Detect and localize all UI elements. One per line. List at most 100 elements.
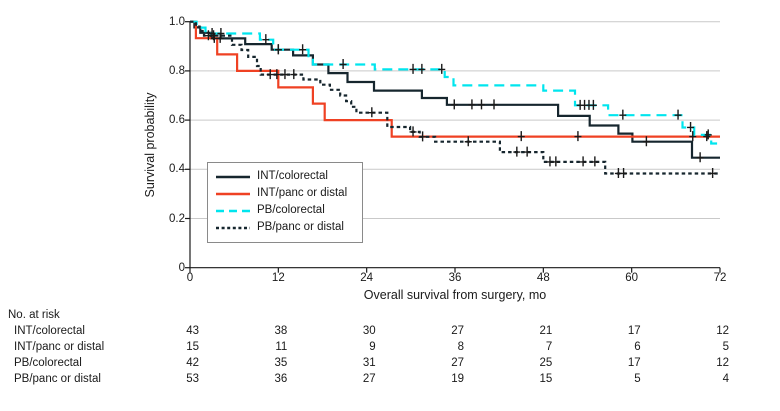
censor-mark (574, 131, 582, 142)
censor-mark (299, 44, 307, 55)
legend-label: INT/colorectal (257, 170, 328, 183)
censor-mark (478, 99, 485, 110)
risk-count: 27 (451, 357, 464, 369)
censor-mark (709, 167, 717, 178)
risk-row-label: PB/colorectal (14, 357, 82, 369)
risk-count: 4 (722, 373, 729, 385)
legend-item: PB/colorectal (216, 205, 358, 217)
censor-mark (591, 156, 599, 167)
censor-mark (490, 99, 498, 110)
risk-count: 5 (722, 341, 729, 353)
censor-mark (704, 129, 712, 140)
legend-label: PB/colorectal (257, 204, 325, 217)
risk-row-label: PB/panc or distal (14, 373, 101, 385)
censor-mark (419, 131, 427, 142)
risk-count: 6 (634, 341, 641, 353)
censor-mark (262, 34, 270, 45)
risk-count: 36 (274, 373, 288, 385)
y-tick-label: 0.8 (169, 64, 185, 77)
risk-row-label: INT/colorectal (14, 325, 85, 337)
x-tick-label: 0 (186, 272, 194, 284)
censor-mark (517, 131, 525, 142)
risk-count: 35 (274, 357, 288, 369)
risk-count: 8 (457, 341, 464, 353)
censor-mark (273, 69, 281, 80)
legend-line-sample (216, 192, 250, 196)
censor-mark (642, 136, 650, 147)
censor-mark (418, 63, 426, 74)
censor-mark (619, 109, 627, 120)
legend-item: INT/colorectal (216, 171, 358, 183)
risk-count: 31 (362, 357, 376, 369)
censor-mark (464, 136, 472, 147)
censor-mark (468, 99, 476, 110)
risk-count: 17 (627, 357, 641, 369)
risk-count: 15 (186, 341, 199, 353)
censor-mark (210, 32, 218, 43)
risk-count: 27 (451, 325, 464, 337)
censor-mark (552, 156, 560, 167)
risk-count: 12 (716, 325, 729, 337)
legend-line-sample (216, 175, 250, 179)
censor-mark (266, 69, 274, 80)
legend: INT/colorectal INT/panc or distal PB/color… (207, 162, 363, 243)
legend-label: PB/panc or distal (257, 221, 344, 234)
censor-mark (274, 44, 282, 55)
censor-mark (674, 109, 682, 120)
survival-curve (190, 20, 720, 175)
y-axis-title: Survival probability (143, 92, 157, 198)
risk-count: 30 (362, 325, 376, 337)
risk-count: 38 (274, 325, 288, 337)
y-tick-label: 1.0 (169, 15, 185, 28)
risk-count: 42 (186, 357, 199, 369)
censor-mark (687, 121, 695, 132)
censor-mark (703, 131, 711, 142)
censor-mark (450, 99, 458, 110)
risk-count: 43 (186, 325, 199, 337)
y-tick-label: 0 (178, 261, 185, 274)
censor-mark (216, 32, 224, 43)
censor-mark (546, 156, 554, 167)
censor-mark (579, 156, 587, 167)
risk-count: 12 (716, 357, 729, 369)
censor-mark (438, 63, 446, 74)
legend-item: INT/panc or distal (216, 188, 358, 200)
x-tick-label: 60 (625, 272, 639, 284)
censor-mark (210, 30, 218, 41)
censor-mark (217, 28, 225, 39)
risk-count: 15 (539, 373, 553, 385)
censor-mark (589, 99, 597, 110)
risk-count: 9 (369, 341, 376, 353)
censor-mark (368, 107, 376, 118)
x-axis-title: Overall survival from surgery, mo (363, 288, 547, 302)
risk-count: 19 (451, 373, 464, 385)
x-tick-label: 24 (360, 272, 374, 284)
risk-table-header: No. at risk (8, 309, 60, 321)
risk-row-label: INT/panc or distal (14, 341, 105, 353)
risk-count: 7 (545, 341, 553, 353)
risk-count: 5 (634, 373, 641, 385)
legend-label: INT/panc or distal (257, 187, 348, 200)
y-tick-label: 0.4 (169, 163, 185, 176)
censor-mark (290, 69, 298, 80)
risk-count: 21 (539, 325, 553, 337)
x-tick-label: 48 (536, 272, 550, 284)
legend-line-sample (216, 226, 250, 230)
censor-mark (620, 167, 628, 178)
risk-count: 17 (627, 325, 641, 337)
x-tick-label: 36 (448, 272, 462, 284)
risk-count: 53 (186, 373, 199, 385)
censor-mark (409, 126, 417, 137)
risk-count: 25 (539, 357, 553, 369)
censor-mark (523, 146, 531, 157)
survival-curve (190, 20, 718, 145)
y-tick-label: 0.6 (169, 114, 185, 127)
censor-mark (409, 63, 417, 74)
censor-mark (513, 146, 521, 157)
survival-curve (190, 20, 720, 138)
censor-mark (689, 131, 697, 142)
x-tick-label: 12 (271, 272, 285, 284)
legend-line-sample (216, 209, 250, 213)
